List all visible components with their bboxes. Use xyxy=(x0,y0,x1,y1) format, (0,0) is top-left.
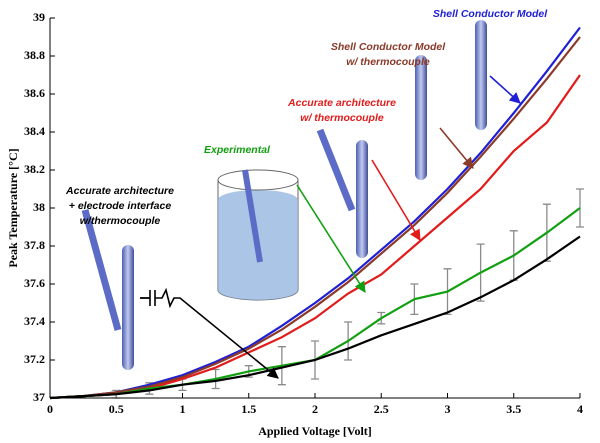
x-tick-label: 2.5 xyxy=(374,402,389,416)
series-line xyxy=(49,235,581,400)
y-tick-label: 37 xyxy=(33,390,45,404)
y-tick-label: 38.6 xyxy=(24,86,45,100)
annotation: Accurate architecture xyxy=(65,185,174,197)
x-tick-label: 1.5 xyxy=(241,402,256,416)
y-axis-label: Peak Temperature [°C] xyxy=(6,148,20,267)
x-tick-label: 3 xyxy=(445,402,451,416)
y-tick-label: 38.8 xyxy=(24,48,45,62)
illustrations xyxy=(81,20,487,370)
y-tick-label: 37.4 xyxy=(24,314,45,328)
x-tick-label: 3.5 xyxy=(506,402,521,416)
annotation: w/ thermocouple xyxy=(346,56,430,68)
annotation: + electrode interface xyxy=(69,200,172,212)
x-tick-label: 1 xyxy=(180,402,186,416)
x-tick-label: 2 xyxy=(312,402,318,416)
annotation: Shell Conductor Model xyxy=(331,41,446,53)
y-tick-label: 37.6 xyxy=(24,276,45,290)
y-tick-label: 37.8 xyxy=(24,238,45,252)
annotation: w/thermocouple xyxy=(80,215,161,227)
annotation: Experimental xyxy=(204,144,271,156)
y-tick-label: 38 xyxy=(33,200,45,214)
annotation: w/ thermocouple xyxy=(300,112,384,124)
y-tick-label: 38.2 xyxy=(24,162,45,176)
series-line xyxy=(49,26,581,400)
annotation: Shell Conductor Model xyxy=(433,8,548,20)
x-axis-label: Applied Voltage [Volt] xyxy=(258,424,372,438)
y-tick-label: 39 xyxy=(33,10,45,24)
x-tick-label: 0 xyxy=(47,402,53,416)
x-tick-label: 0.5 xyxy=(109,402,124,416)
annotation-arrows xyxy=(140,75,521,378)
annotation: Accurate architecture xyxy=(287,97,396,109)
x-tick-label: 4 xyxy=(577,402,583,416)
y-tick-label: 38.4 xyxy=(24,124,45,138)
y-tick-label: 37.2 xyxy=(24,352,45,366)
series-line xyxy=(49,36,581,400)
